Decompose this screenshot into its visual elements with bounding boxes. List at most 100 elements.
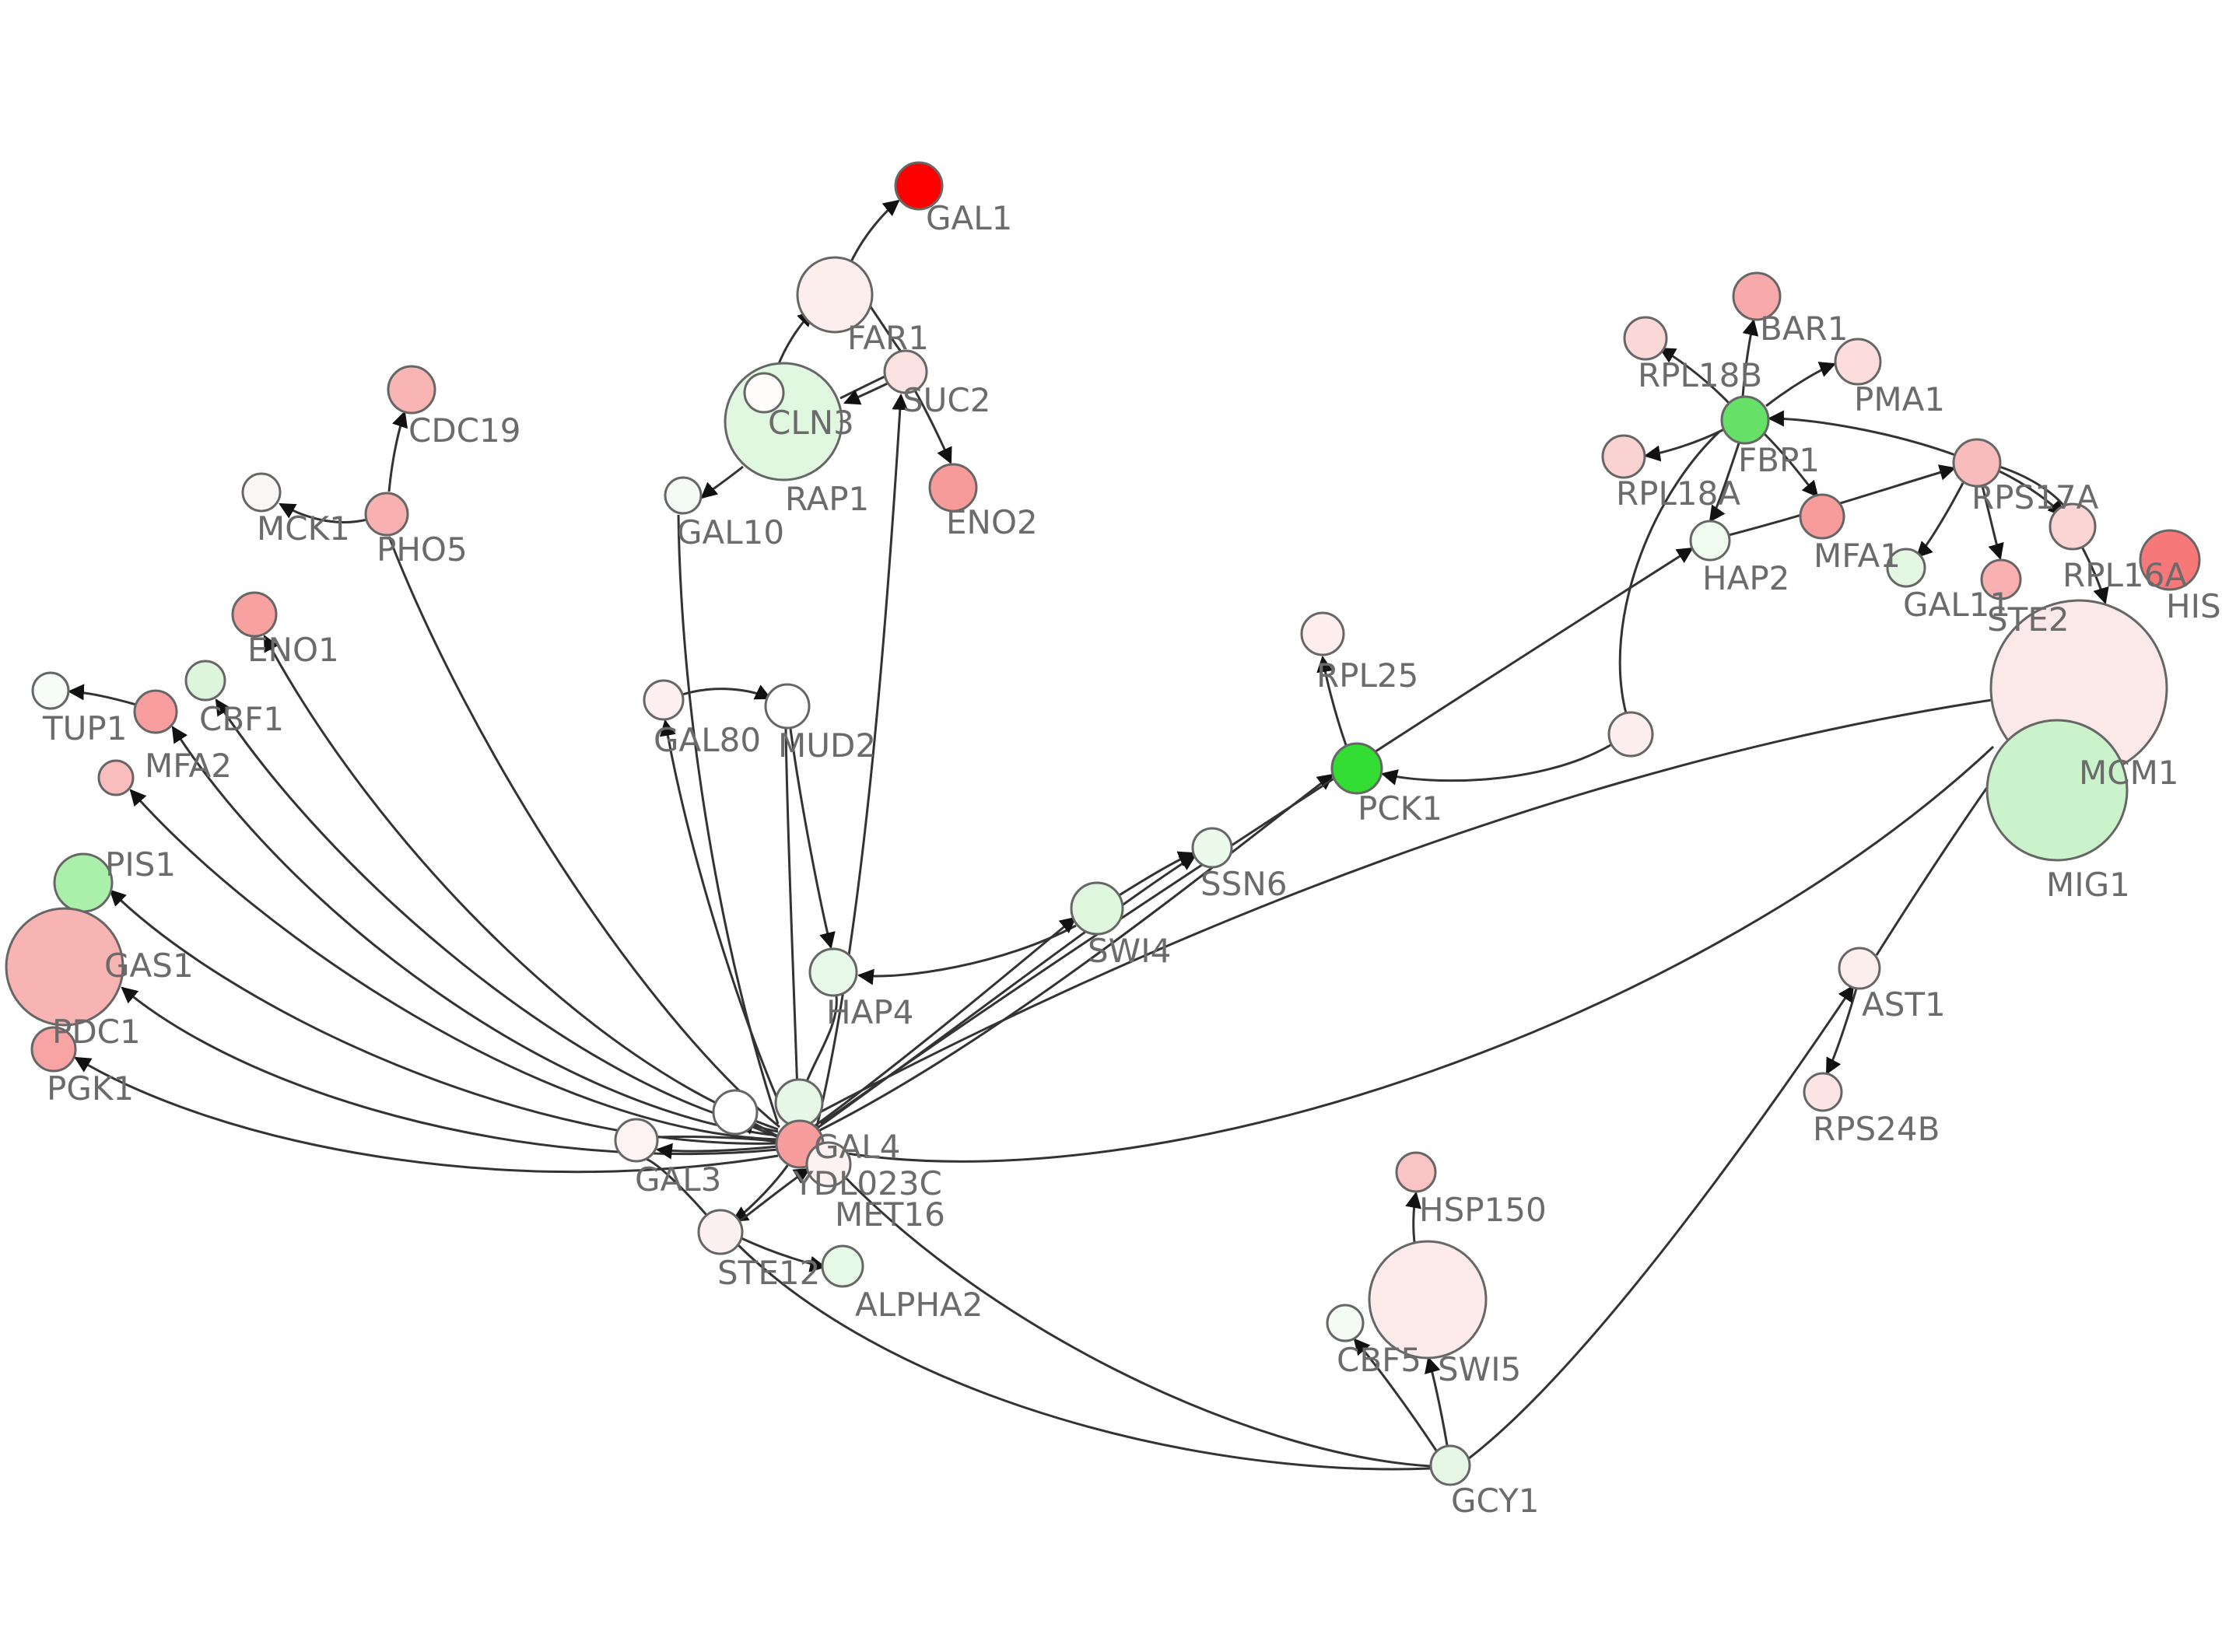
gene-label-gal10: GAL10 (677, 513, 784, 551)
gene-node-pho5[interactable] (364, 492, 409, 537)
gene-node-cdc39[interactable] (712, 1089, 759, 1136)
gene-label-pdc1: PDC1 (52, 1013, 141, 1051)
gene-node-swi5[interactable] (1368, 1240, 1488, 1360)
gene-label-pgk1: PGK1 (47, 1069, 134, 1108)
gene-node-gal1[interactable] (894, 161, 944, 211)
network-edge (913, 390, 952, 464)
gene-node-his4[interactable] (2139, 529, 2201, 591)
gene-node-hap2[interactable] (1689, 520, 1731, 562)
gene-node-far1[interactable] (796, 256, 874, 334)
gene-node-cbf5[interactable] (1326, 1304, 1365, 1342)
gene-node-pis1[interactable] (97, 759, 135, 796)
gene-node-ast1[interactable] (1838, 947, 1881, 990)
network-edge (789, 728, 836, 950)
gene-node-gcy1[interactable] (1429, 1444, 1471, 1486)
gene-node-pgk1[interactable] (30, 1026, 77, 1073)
gene-label-suc2: SUC2 (902, 381, 990, 419)
gene-node-rps24b[interactable] (1803, 1072, 1843, 1112)
gene-label-hap4: HAP4 (826, 993, 913, 1031)
gene-label-pho5: PHO5 (377, 530, 468, 569)
network-edge (1659, 347, 1730, 404)
gene-label-tup1: TUP1 (42, 709, 127, 747)
gene-label-ste2: STE2 (1987, 600, 2070, 639)
gene-node-gal10[interactable] (664, 476, 703, 515)
gene-label-gas1: GAS1 (104, 947, 194, 985)
gene-label-pma1: PMA1 (1854, 380, 1945, 418)
network-edge (1709, 443, 1740, 523)
gene-node-tup1[interactable] (31, 671, 70, 710)
network-edge (846, 199, 900, 269)
gene-node-suc2[interactable] (883, 349, 928, 394)
gene-node-cdc19[interactable] (387, 365, 436, 415)
gene-node-pdc1[interactable] (5, 907, 124, 1027)
gene-node-hsp150[interactable] (1395, 1151, 1437, 1193)
gene-label-ssn6: SSN6 (1200, 865, 1287, 903)
gene-node-gal3[interactable] (614, 1118, 659, 1163)
network-edge (655, 1143, 779, 1160)
network-edge (820, 547, 1694, 1125)
gene-node-bar1[interactable] (1732, 271, 1782, 321)
gene-node-rps17a[interactable] (1952, 438, 2002, 488)
gene-node-mfa2[interactable] (133, 689, 178, 734)
network-edge (279, 502, 368, 523)
gene-node-cbf1[interactable] (184, 660, 226, 702)
gene-label-rap1: RAP1 (785, 480, 869, 518)
network-edge (387, 411, 408, 492)
gene-node-rpl25[interactable] (1300, 611, 1345, 656)
gene-node-alpha2[interactable] (821, 1244, 864, 1288)
gene-node-pma1[interactable] (1834, 338, 1882, 386)
gene-node-eno2[interactable] (928, 463, 978, 513)
gene-node-gal11[interactable] (1886, 548, 1926, 588)
gene-label-mcm1: MCM1 (2079, 754, 2179, 792)
gene-node-fbp1[interactable] (1720, 395, 1770, 445)
gene-label-gcy1: GCY1 (1451, 1482, 1540, 1520)
gene-label-gal80: GAL80 (654, 721, 761, 759)
gene-label-swi5: SWI5 (1438, 1350, 1521, 1388)
gene-node-ssn6[interactable] (1191, 827, 1233, 869)
gene-label-gal1: GAL1 (926, 199, 1012, 237)
network-edge (1767, 410, 1956, 457)
gene-node-mig1[interactable] (1985, 719, 2129, 862)
gene-label-rpl25: RPL25 (1316, 656, 1418, 695)
network-edge (1117, 851, 1195, 898)
gene-node-mud2[interactable] (764, 683, 811, 730)
gene-node-met16[interactable] (774, 1078, 824, 1128)
gene-node-rpl16a[interactable] (2049, 502, 2097, 551)
gene-node-gas1[interactable] (53, 852, 114, 913)
network-edge (700, 465, 744, 499)
network-edge (1825, 988, 1858, 1075)
gene-label-fbp1: FBP1 (1738, 441, 1820, 479)
gene-node-rap1[interactable] (743, 372, 785, 414)
gene-label-rpl16a: RPL16A (2063, 556, 2187, 594)
gene-label-hsp150: HSP150 (1419, 1191, 1547, 1229)
network-edge (1728, 464, 1957, 537)
network-edge (1425, 1356, 1449, 1446)
gene-node-hap4[interactable] (808, 947, 858, 997)
network-edge (109, 889, 779, 1145)
gene-label-ste12: STE12 (717, 1254, 820, 1292)
gene-label-swi4: SWI4 (1088, 932, 1171, 970)
gene-label-rpl18a: RPL18A (1616, 474, 1740, 513)
network-edge (784, 728, 800, 1119)
gene-node-gal80[interactable] (643, 679, 685, 721)
gene-node-ste2[interactable] (1980, 558, 2022, 600)
gene-node-pck1[interactable] (1330, 742, 1383, 795)
network-edge (1405, 1191, 1421, 1243)
gene-label-rpl18b: RPL18B (1638, 356, 1762, 394)
gene-node-rpl18a[interactable] (1601, 434, 1646, 479)
network-edge (659, 719, 789, 1123)
gene-node-mfa1[interactable] (1799, 493, 1845, 540)
gene-node-ast1_in[interactable] (1607, 711, 1654, 758)
gene-node-ste12[interactable] (697, 1209, 744, 1255)
gene-node-swi4[interactable] (1070, 881, 1124, 936)
gene-node-mck1[interactable] (241, 472, 282, 513)
network-edge (1915, 482, 1964, 558)
gene-node-eno1[interactable] (231, 591, 278, 638)
gene-label-mfa2: MFA2 (145, 747, 232, 785)
gene-label-cdc19: CDC19 (408, 411, 520, 450)
gene-node-ydl023c[interactable] (805, 1141, 852, 1188)
gene-node-rpl18b[interactable] (1623, 316, 1668, 361)
network-edge (682, 684, 772, 700)
